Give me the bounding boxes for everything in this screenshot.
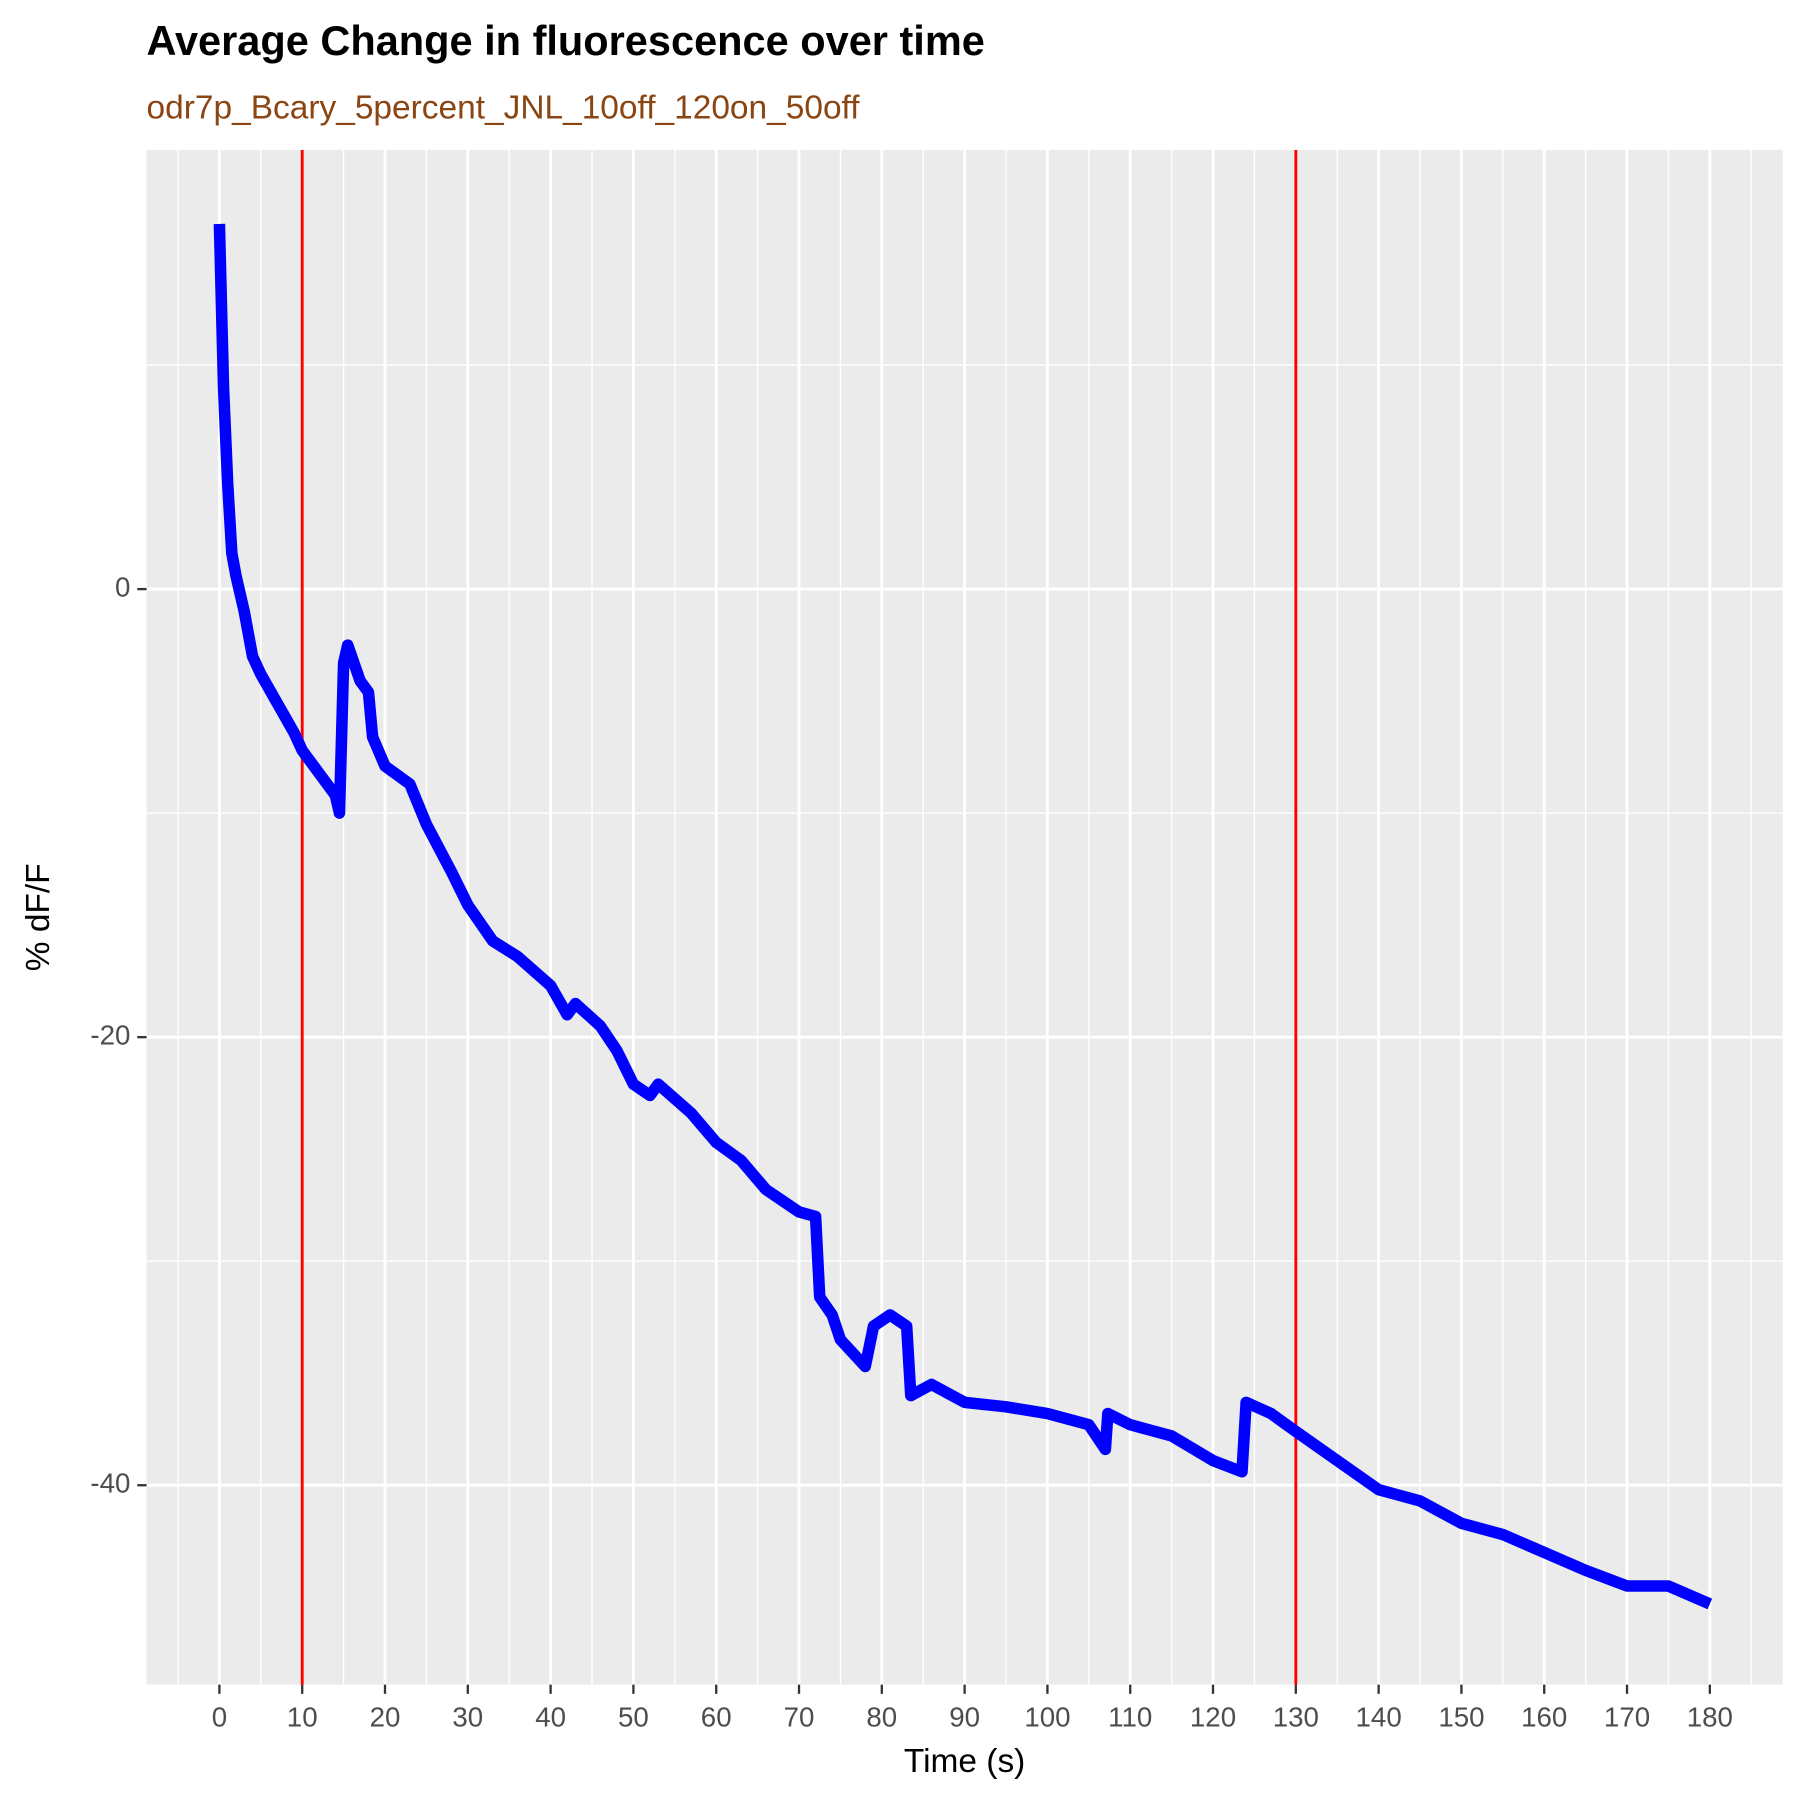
data-line — [213, 223, 1713, 1610]
x-tick-label: 110 — [1108, 1702, 1152, 1733]
x-tick-label: 120 — [1190, 1702, 1236, 1733]
x-tick-label: 150 — [1438, 1702, 1484, 1733]
x-tick-label: 60 — [701, 1702, 732, 1733]
x-tick-label: 20 — [370, 1702, 401, 1733]
chart-subtitle: odr7p_Bcary_5percent_JNL_10off_120on_50o… — [147, 89, 861, 126]
y-tick-label: -40 — [90, 1468, 130, 1499]
x-tick-label: 40 — [535, 1702, 566, 1733]
x-tick-label: 90 — [949, 1702, 980, 1733]
x-tick-label: 100 — [1024, 1702, 1070, 1733]
x-tick-label: 130 — [1273, 1702, 1319, 1733]
chart-title: Average Change in fluorescence over time — [147, 17, 985, 64]
x-tick-label: 0 — [212, 1702, 227, 1733]
x-tick-label: 170 — [1604, 1702, 1650, 1733]
x-tick-label: 70 — [784, 1702, 815, 1733]
x-tick-label: 30 — [452, 1702, 483, 1733]
y-tick-label: -20 — [90, 1019, 130, 1050]
x-tick-label: 50 — [618, 1702, 649, 1733]
x-axis-label: Time (s) — [904, 1743, 1025, 1780]
x-tick-label: 80 — [866, 1702, 897, 1733]
x-tick-label: 10 — [287, 1702, 318, 1733]
y-axis-label: % dF/F — [20, 863, 57, 971]
y-tick-label: 0 — [115, 571, 130, 602]
x-tick-label: 140 — [1356, 1702, 1402, 1733]
x-tick-label: 160 — [1521, 1702, 1567, 1733]
x-tick-label: 180 — [1687, 1702, 1733, 1733]
